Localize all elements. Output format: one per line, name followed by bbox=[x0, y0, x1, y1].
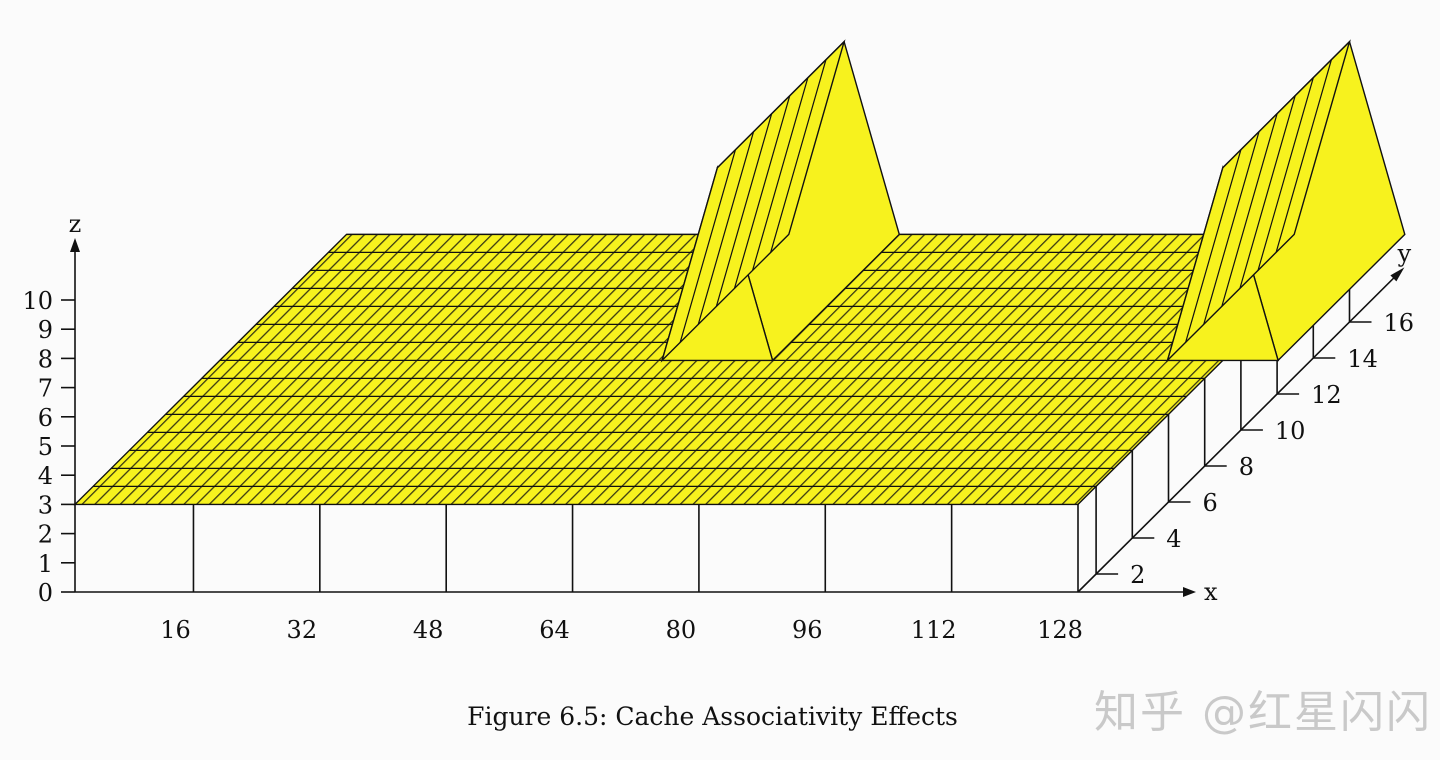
y-tick-label: 12 bbox=[1311, 381, 1342, 409]
spike-grid-line bbox=[1275, 59, 1332, 253]
y-tick-label: 4 bbox=[1166, 525, 1181, 553]
x-axis-arrow bbox=[1183, 587, 1196, 597]
z-tick-label: 9 bbox=[38, 316, 53, 344]
spike-grid-line bbox=[1185, 149, 1242, 343]
z-tick-label: 7 bbox=[38, 375, 53, 403]
spike-front-face bbox=[1166, 39, 1351, 363]
y-tick-label: 16 bbox=[1384, 309, 1415, 337]
spike-grid-line bbox=[697, 131, 755, 325]
z-tick-label: 0 bbox=[38, 579, 53, 607]
front-drop-lines bbox=[192, 504, 1079, 592]
x-tick-label: 128 bbox=[1037, 616, 1083, 644]
z-tick-label: 5 bbox=[38, 433, 53, 461]
spike-grid-line bbox=[1221, 113, 1278, 307]
y-axis-arrow bbox=[1390, 267, 1405, 282]
spike-grid-line bbox=[679, 149, 737, 343]
x-axis-label: x bbox=[1204, 578, 1218, 606]
spike-grid-line bbox=[770, 59, 827, 253]
x-tick-label: 16 bbox=[160, 616, 191, 644]
z-tick-label: 4 bbox=[38, 462, 53, 490]
spike-grid-line bbox=[1239, 95, 1296, 289]
watermark: 知乎 @红星闪闪 bbox=[1094, 687, 1432, 738]
spike-grid-line bbox=[715, 113, 773, 307]
z-axis-arrow bbox=[70, 238, 80, 252]
z-tick-label: 10 bbox=[22, 287, 53, 315]
x-tick-label: 32 bbox=[287, 616, 318, 644]
spike-front-face bbox=[660, 39, 846, 363]
y-tick-label: 14 bbox=[1347, 345, 1378, 373]
y-tick-label: 6 bbox=[1203, 489, 1218, 517]
y-tick-label: 10 bbox=[1275, 417, 1306, 445]
spike-grid-line bbox=[751, 77, 809, 271]
y-tick-label: 8 bbox=[1239, 453, 1254, 481]
figure-caption: Figure 6.5: Cache Associativity Effects bbox=[467, 702, 958, 731]
z-tick-label: 3 bbox=[38, 491, 53, 519]
x-tick-label: 80 bbox=[666, 616, 697, 644]
spike-grid-line bbox=[1203, 131, 1260, 325]
z-tick-label: 8 bbox=[38, 345, 53, 373]
z-axis-label: z bbox=[69, 210, 82, 238]
spikes bbox=[660, 39, 1406, 363]
axes bbox=[61, 238, 1405, 597]
spike-grid-line bbox=[733, 95, 791, 289]
x-tick-label: 48 bbox=[413, 616, 444, 644]
z-tick-label: 1 bbox=[38, 550, 53, 578]
z-tick-label: 6 bbox=[38, 404, 53, 432]
y-axis-label: y bbox=[1397, 239, 1412, 267]
y-axis-line bbox=[1077, 272, 1399, 593]
x-tick-label: 112 bbox=[911, 616, 957, 644]
z-tick-label: 2 bbox=[38, 521, 53, 549]
spike-grid-line bbox=[1257, 77, 1314, 271]
y-tick-label: 2 bbox=[1130, 561, 1145, 589]
x-tick-label: 96 bbox=[792, 616, 823, 644]
x-tick-label: 64 bbox=[539, 616, 570, 644]
